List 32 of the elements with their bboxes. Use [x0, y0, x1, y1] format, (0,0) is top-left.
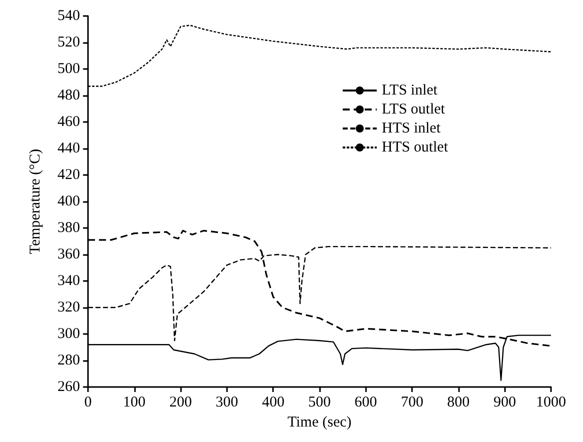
- y-axis-title: Temperature (°C): [28, 148, 44, 254]
- x-tick-label: 700: [400, 394, 424, 410]
- y-tick-label: 420: [58, 167, 80, 183]
- x-tick-label: 100: [123, 394, 146, 410]
- x-axis-title: Time (sec): [287, 414, 352, 430]
- x-tick-label: 1000: [536, 394, 566, 410]
- x-tick-label: 600: [354, 394, 378, 410]
- y-tick-label: 500: [58, 61, 80, 77]
- y-tick-label: 380: [58, 220, 80, 236]
- x-tick-label: 800: [447, 394, 470, 410]
- legend-label: HTS inlet: [382, 120, 442, 136]
- y-tick-label: 520: [58, 34, 80, 50]
- legend-label: HTS outlet: [382, 140, 449, 156]
- legend-label: LTS outlet: [382, 102, 446, 118]
- x-tick-label: 200: [169, 394, 192, 410]
- x-tick-label: 300: [216, 394, 238, 410]
- y-tick-label: 360: [58, 246, 80, 262]
- y-tick-label: 280: [58, 352, 80, 368]
- y-tick-label: 300: [58, 326, 80, 342]
- y-tick-label: 460: [58, 114, 80, 130]
- y-tick-label: 260: [58, 379, 80, 395]
- y-tick-label: 540: [58, 8, 80, 24]
- y-tick-label: 440: [58, 140, 80, 156]
- y-tick-label: 400: [58, 194, 80, 210]
- y-tick-label: 480: [58, 88, 80, 104]
- legend-label: LTS inlet: [382, 82, 438, 98]
- y-tick-label: 320: [58, 300, 80, 316]
- x-tick-label: 900: [493, 394, 516, 410]
- x-tick-label: 0: [84, 394, 92, 410]
- y-tick-label: 340: [58, 273, 80, 289]
- x-tick-label: 500: [308, 394, 331, 410]
- x-tick-label: 400: [262, 394, 284, 410]
